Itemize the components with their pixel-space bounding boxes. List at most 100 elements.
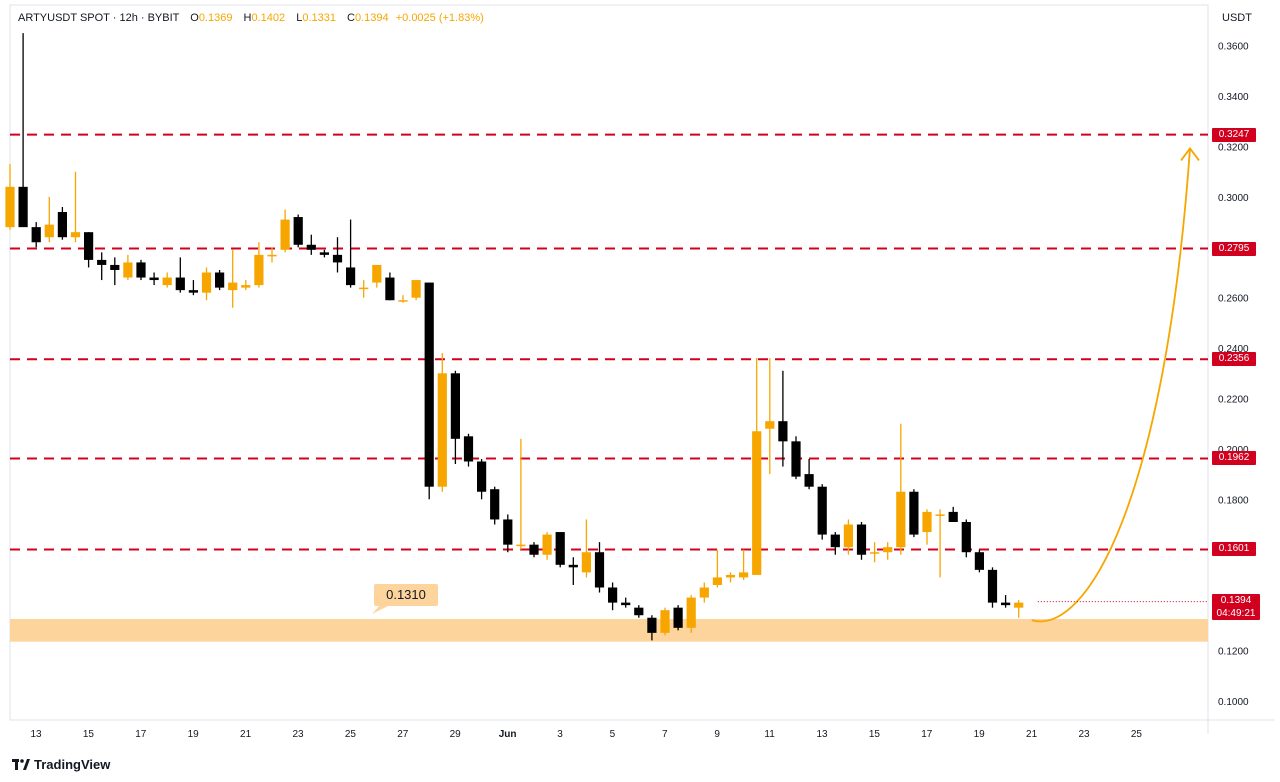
y-tick-label: 0.1800 xyxy=(1218,495,1249,506)
candle-body-down xyxy=(215,272,225,288)
candle-body-up xyxy=(712,577,722,585)
support-zone xyxy=(10,619,1208,642)
candle-body-down xyxy=(804,474,814,487)
support-zone-label: 0.1310 xyxy=(374,584,438,606)
y-tick-label: 0.1000 xyxy=(1218,697,1249,708)
candle-body-up xyxy=(935,514,945,516)
x-tick-label: 13 xyxy=(30,729,42,740)
last-price-tag: 0.1394 04:49:21 xyxy=(1212,594,1260,620)
x-tick-label: 19 xyxy=(188,729,200,740)
candle-body-down xyxy=(555,532,565,565)
candle-body-down xyxy=(568,564,578,568)
x-tick-label: 11 xyxy=(764,729,775,740)
y-tick-label: 0.2400 xyxy=(1218,344,1249,355)
x-tick-label: 27 xyxy=(397,729,409,740)
symbol-label: ARTYUSDT SPOT · 12h · BYBIT xyxy=(18,12,180,24)
plot-area xyxy=(9,4,1209,721)
candle-body-down xyxy=(987,569,998,603)
candle-body-up xyxy=(725,574,736,578)
level-price-tag: 0.3247 xyxy=(1212,127,1256,142)
x-tick-label: 15 xyxy=(83,729,95,740)
candle-body-down xyxy=(856,524,867,555)
tradingview-logo[interactable]: TradingView xyxy=(12,757,110,772)
level-price-tag: 0.1601 xyxy=(1212,542,1256,557)
high-value: 0.1402 xyxy=(251,12,286,24)
candle-body-down xyxy=(594,552,605,588)
candle-body-up xyxy=(686,597,696,628)
support-label-pointer xyxy=(372,605,390,614)
candle-body-up xyxy=(581,552,591,573)
y-tick-label: 0.2000 xyxy=(1218,445,1249,456)
candle-body-up xyxy=(241,285,251,288)
candle-body-up xyxy=(162,277,172,286)
x-tick-label: 13 xyxy=(816,729,828,740)
candle-body-up xyxy=(372,264,382,283)
candle-body-up xyxy=(1014,602,1024,608)
candle-body-down xyxy=(18,186,28,228)
candle-body-down xyxy=(830,534,840,548)
tradingview-brand: TradingView xyxy=(34,757,111,772)
y-tick-label: 0.3600 xyxy=(1218,42,1249,53)
candle-body-down xyxy=(149,277,159,281)
x-tick-label: 21 xyxy=(1026,729,1038,740)
candle-body-up xyxy=(896,491,906,548)
candle-body-down xyxy=(188,290,198,293)
x-tick-label: 7 xyxy=(662,729,668,740)
candle-body-down xyxy=(621,602,631,606)
candle-body-up xyxy=(660,610,670,633)
candle-body-up xyxy=(44,224,54,238)
projection-arrow-head xyxy=(1180,146,1200,161)
candle-body-down xyxy=(463,436,474,462)
candle-body-down xyxy=(817,486,827,535)
chart-title: ARTYUSDT SPOT · 12h · BYBIT O0.1369 H0.1… xyxy=(18,12,484,24)
x-tick-label: 3 xyxy=(557,729,563,740)
y-tick-label: 0.1200 xyxy=(1218,647,1249,658)
candle-body-down xyxy=(110,264,120,270)
x-tick-label: 15 xyxy=(869,729,881,740)
candle-body-down xyxy=(948,511,958,522)
candle-body-up xyxy=(542,534,552,555)
close-label: C xyxy=(347,12,355,24)
candle-body-down xyxy=(31,227,41,243)
level-price-tag: 0.2795 xyxy=(1212,241,1256,256)
candle-body-down xyxy=(97,259,107,265)
x-tick-label: 9 xyxy=(714,729,720,740)
candle-body-up xyxy=(5,186,15,228)
x-tick-label: 25 xyxy=(1131,729,1143,740)
bar-countdown: 04:49:21 xyxy=(1216,608,1256,619)
y-tick-label: 0.2200 xyxy=(1218,395,1249,406)
candle-body-down xyxy=(909,491,919,535)
x-tick-label: 23 xyxy=(1078,729,1090,740)
candle-body-down xyxy=(529,544,539,555)
x-tick-label: 21 xyxy=(240,729,252,740)
candle-body-down xyxy=(385,277,395,301)
candle-body-down xyxy=(306,244,316,250)
x-tick-label: 25 xyxy=(345,729,357,740)
x-tick-label: 19 xyxy=(974,729,986,740)
low-label: L xyxy=(296,12,303,24)
tradingview-logo-icon xyxy=(12,759,30,770)
x-tick-label: 23 xyxy=(292,729,304,740)
candle-body-up xyxy=(201,272,212,293)
candle-body-down xyxy=(503,519,513,545)
open-value: 0.1369 xyxy=(198,12,233,24)
change-value: +0.0025 (+1.83%) xyxy=(395,12,484,24)
candle-body-up xyxy=(359,287,369,290)
candle-body-down xyxy=(175,277,185,291)
candle-body-down xyxy=(974,552,984,570)
candle-body-up xyxy=(70,232,81,238)
candle-body-up xyxy=(254,254,264,286)
candle-body-up xyxy=(411,280,421,298)
candle-body-up xyxy=(870,552,880,554)
last-price-value: 0.1394 xyxy=(1220,595,1252,606)
candle-body-down xyxy=(424,282,434,487)
candle-body-down xyxy=(673,607,683,628)
open-label: O xyxy=(190,12,199,24)
candle-body-down xyxy=(634,607,644,616)
candle-body-down xyxy=(647,617,657,633)
close-value: 0.1394 xyxy=(355,12,389,24)
candle-body-down xyxy=(608,587,618,603)
candle-body-down xyxy=(346,267,356,286)
x-tick-label: 5 xyxy=(610,729,616,740)
